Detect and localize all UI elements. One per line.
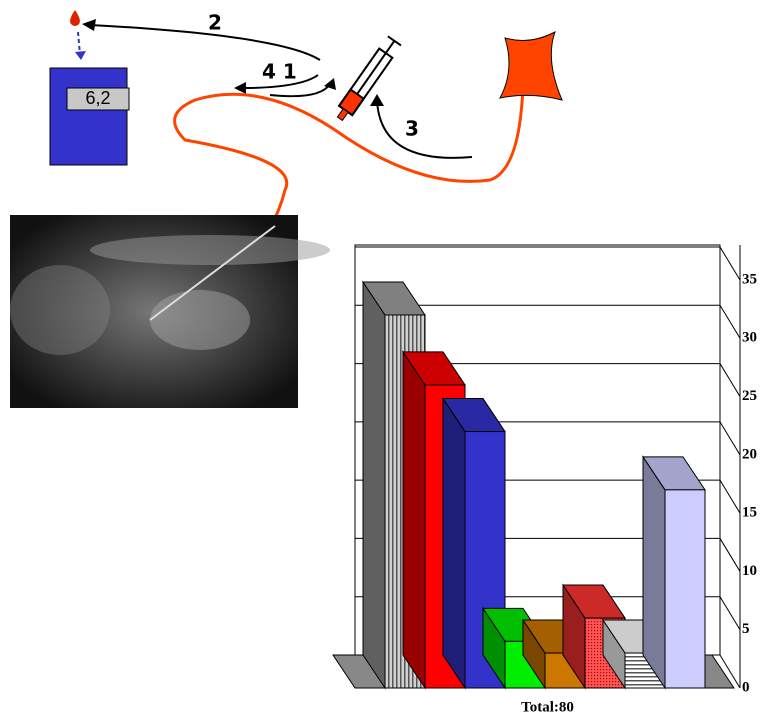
arrow-head [82,19,96,31]
y-tick-label: 15 [742,505,757,521]
ultrasound-detail [90,235,330,265]
y-tick-label: 5 [742,621,750,637]
y-tick [720,364,740,397]
step-label: 4 1 [262,60,297,84]
ultrasound-detail [10,265,110,355]
drop [70,10,80,26]
y-tick-label: 25 [742,388,757,404]
meter-value: 6,2 [85,88,110,108]
bar-side [443,399,465,688]
step-label: 3 [405,117,419,141]
y-tick-label: 35 [742,271,757,287]
y-tick-label: 30 [742,330,757,346]
syringe [333,36,401,123]
arrow [90,25,320,60]
x-axis-label: Total:80 [521,699,574,715]
drop-arrow [78,32,80,55]
bar-side [403,352,425,688]
bar-chart: 0 5 10 15 20 25 30 35 Total:80 [333,245,757,715]
step-label: 2 [208,11,222,35]
y-tick-label: 10 [742,563,757,579]
y-tick [720,305,740,338]
y-tick [720,422,740,455]
bar-side [363,282,385,688]
meter [50,68,127,165]
bar [665,490,705,688]
y-tick-label: 20 [742,446,757,462]
bar-side [643,457,665,688]
y-tick [720,480,740,513]
y-tick [720,597,740,630]
bag [500,32,562,100]
y-tick-label: 0 [742,679,750,695]
drop-arrow-head [75,51,86,60]
page: 6,2 2 4 1 3 0 5 10 15 20 25 30 35 Total:80 [0,0,777,720]
arrow-head [370,94,384,106]
arrow-head [234,82,246,94]
y-tick [720,538,740,571]
ultrasound-detail [150,290,250,350]
arrow [377,100,472,158]
y-tick [720,247,740,280]
